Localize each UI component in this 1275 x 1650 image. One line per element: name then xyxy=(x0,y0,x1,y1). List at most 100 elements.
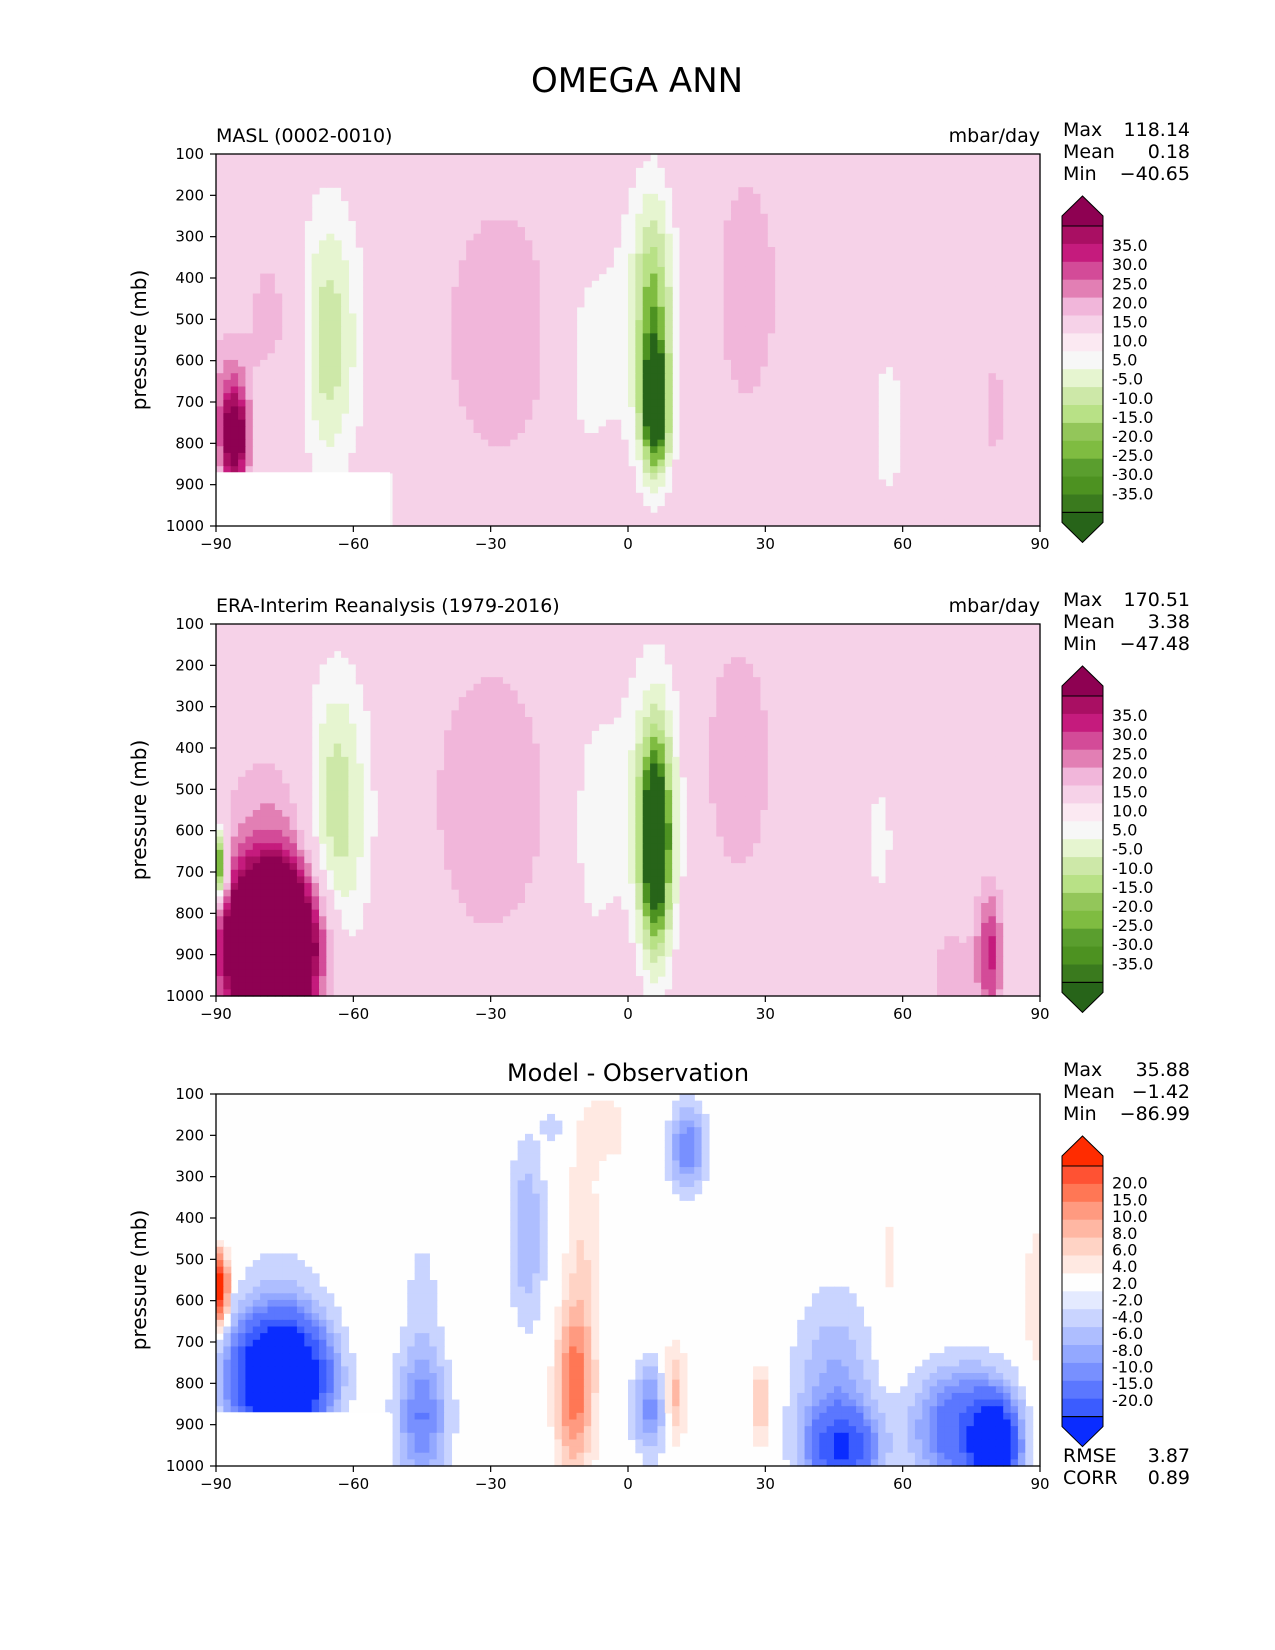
field-cell xyxy=(422,220,430,227)
field-cell xyxy=(599,214,607,221)
field-cell xyxy=(238,426,246,433)
field-cell xyxy=(680,161,688,168)
field-cell xyxy=(893,320,901,327)
field-cell xyxy=(606,161,614,168)
field-cell xyxy=(915,327,923,334)
field-cell xyxy=(371,453,379,460)
field-cell xyxy=(702,387,710,394)
field-cell xyxy=(268,154,276,161)
field-cell xyxy=(797,440,805,447)
field-cell xyxy=(326,167,334,174)
field-cell xyxy=(371,367,379,374)
field-cell xyxy=(525,154,533,161)
field-cell xyxy=(834,453,842,460)
field-cell xyxy=(922,280,930,287)
field-cell xyxy=(959,426,967,433)
field-cell xyxy=(966,207,974,214)
field-cell xyxy=(510,413,518,420)
field-cell xyxy=(643,413,651,420)
field-cell xyxy=(488,333,496,340)
field-cell xyxy=(834,194,842,201)
field-cell xyxy=(746,207,754,214)
field-cell xyxy=(422,413,430,420)
field-cell xyxy=(341,393,349,400)
field-cell xyxy=(819,267,827,274)
field-cell xyxy=(952,187,960,194)
field-cell xyxy=(724,161,732,168)
field-cell xyxy=(363,426,371,433)
field-cell xyxy=(922,194,930,201)
field-cell xyxy=(216,426,224,433)
field-cell xyxy=(540,234,548,241)
field-cell xyxy=(577,214,585,221)
field-cell xyxy=(238,453,246,460)
field-cell xyxy=(554,201,562,208)
field-cell xyxy=(716,181,724,188)
field-cell xyxy=(878,367,886,374)
field-cell xyxy=(856,220,864,227)
field-cell xyxy=(893,254,901,261)
field-cell xyxy=(805,254,813,261)
field-cell xyxy=(724,280,732,287)
field-cell xyxy=(650,440,658,447)
field-cell xyxy=(753,247,761,254)
field-cell xyxy=(474,440,482,447)
field-cell xyxy=(253,234,261,241)
field-cell xyxy=(1018,393,1026,400)
field-cell xyxy=(915,260,923,267)
field-cell xyxy=(841,460,849,467)
field-cell xyxy=(871,194,879,201)
field-cell xyxy=(937,327,945,334)
field-cell xyxy=(562,187,570,194)
field-cell xyxy=(451,194,459,201)
field-cell xyxy=(569,393,577,400)
field-cell xyxy=(900,440,908,447)
field-cell xyxy=(760,406,768,413)
field-cell xyxy=(856,207,864,214)
field-cell xyxy=(790,274,798,281)
field-cell xyxy=(783,274,791,281)
field-cell xyxy=(1018,300,1026,307)
field-cell xyxy=(1003,294,1011,301)
field-cell xyxy=(783,234,791,241)
field-cell xyxy=(459,460,467,467)
field-cell xyxy=(385,161,393,168)
field-cell xyxy=(738,340,746,347)
field-cell xyxy=(290,313,298,320)
field-cell xyxy=(790,181,798,188)
field-cell xyxy=(415,274,423,281)
field-cell xyxy=(260,207,268,214)
field-cell xyxy=(437,287,445,294)
field-cell xyxy=(407,313,415,320)
field-cell xyxy=(989,340,997,347)
field-cell xyxy=(245,393,253,400)
field-cell xyxy=(900,387,908,394)
field-cell xyxy=(724,353,732,360)
field-cell xyxy=(966,260,974,267)
field-cell xyxy=(540,307,548,314)
field-cell xyxy=(481,327,489,334)
field-cell xyxy=(657,466,665,473)
field-cell xyxy=(319,307,327,314)
field-cell xyxy=(275,201,283,208)
field-cell xyxy=(606,194,614,201)
field-cell xyxy=(540,154,548,161)
field-cell xyxy=(900,294,908,301)
field-cell xyxy=(385,387,393,394)
field-cell xyxy=(694,327,702,334)
field-cell xyxy=(496,400,504,407)
field-cell xyxy=(716,367,724,374)
field-cell xyxy=(952,167,960,174)
field-cell xyxy=(510,446,518,453)
field-cell xyxy=(680,300,688,307)
field-cell xyxy=(1011,420,1019,427)
field-cell xyxy=(525,420,533,427)
field-cell xyxy=(944,466,952,473)
field-cell xyxy=(415,426,423,433)
field-cell xyxy=(437,333,445,340)
field-cell xyxy=(856,446,864,453)
field-cell xyxy=(1003,254,1011,261)
field-cell xyxy=(378,201,386,208)
field-cell xyxy=(444,313,452,320)
field-cell xyxy=(459,387,467,394)
